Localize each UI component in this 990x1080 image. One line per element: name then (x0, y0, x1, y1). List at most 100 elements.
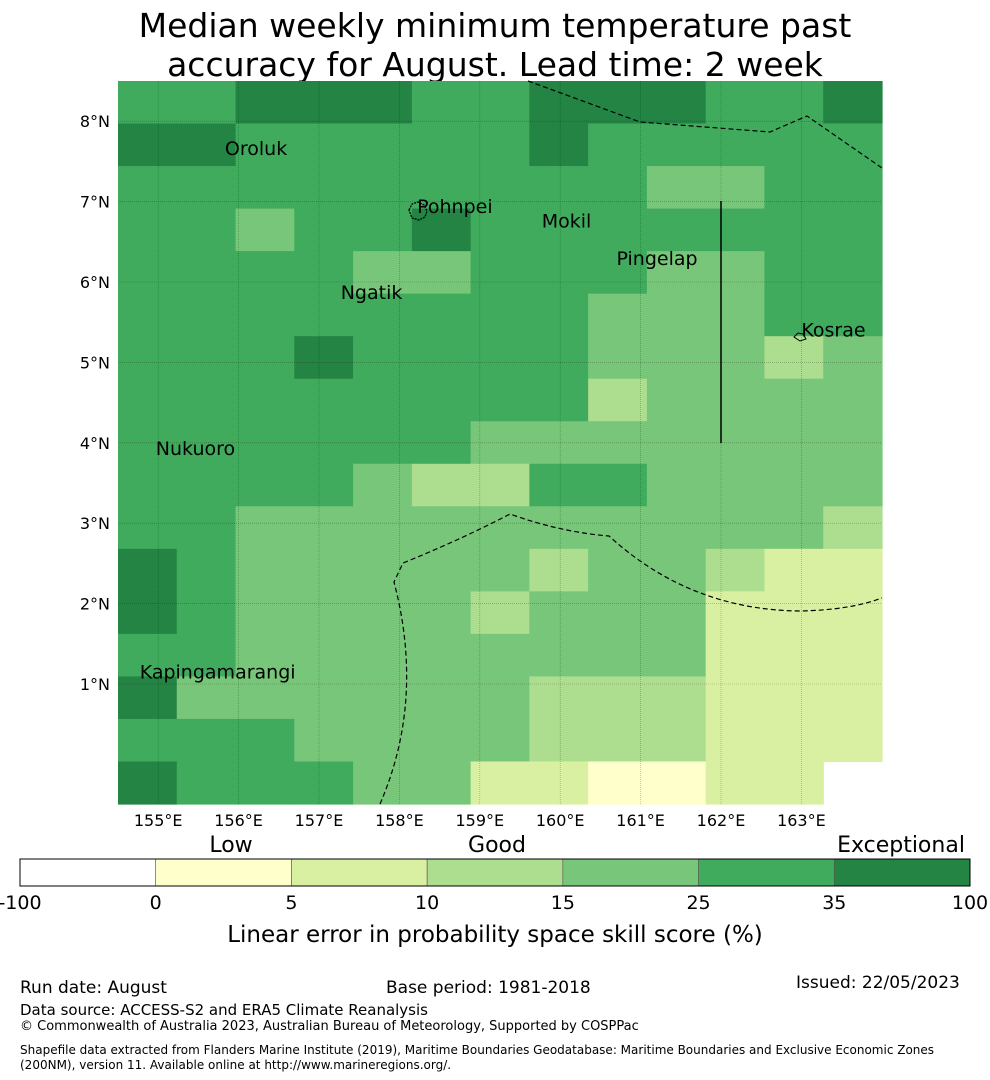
lat-tick-label: 7°N (80, 193, 110, 212)
grid-cell (705, 633, 766, 678)
grid-cell (588, 251, 648, 295)
grid-cell (588, 548, 648, 592)
grid-cell (588, 718, 648, 763)
grid-cell (470, 336, 530, 380)
grid-cell (176, 336, 237, 380)
eez-boundary-south (379, 513, 883, 805)
grid-cell (588, 336, 648, 380)
grid-cell (294, 548, 354, 592)
grid-cell (176, 421, 237, 465)
lon-tick-label: 163°E (777, 811, 826, 830)
grid-cell (294, 81, 354, 125)
grid-cell (176, 761, 237, 805)
grid-cell (118, 421, 178, 465)
grid-cell (764, 506, 824, 550)
grid-cell (294, 633, 354, 678)
grid-cell (588, 761, 648, 805)
grid-cell (411, 378, 472, 422)
place-label: Mokil (542, 210, 592, 232)
grid-cell (411, 761, 472, 805)
grid-cell (176, 633, 237, 678)
grid-cell (294, 166, 354, 210)
grid-cell (235, 166, 295, 210)
colorbar-tick-label: 5 (285, 892, 297, 914)
grid-cell (411, 506, 472, 550)
grid-cell (411, 591, 472, 635)
grid-cell (118, 591, 178, 635)
grid-cell (235, 506, 295, 550)
grid-cell (705, 676, 766, 720)
issued-date: Issued: 22/05/2023 (796, 973, 960, 993)
grid-cell (176, 548, 237, 592)
grid-cell (235, 591, 295, 635)
grid-cell (588, 633, 648, 678)
skill-map: Oroluk Pohnpei Mokil Pingelap Ngatik Kosrae Nu… (0, 80, 988, 948)
grid-cell (176, 676, 237, 720)
colorbar-axis-label: Linear error in probability space skill … (227, 922, 763, 948)
grid-cell (118, 166, 178, 210)
eez-boundary-north (527, 80, 883, 169)
grid-cell (529, 123, 589, 167)
grid-cell (294, 293, 354, 337)
title-line-2: accuracy for August. Lead time: 2 week (167, 45, 823, 84)
colorbar-segment (562, 858, 699, 887)
grid-cell (235, 293, 295, 337)
grid-cell (705, 123, 766, 167)
grid-cell (235, 81, 295, 125)
grid-cell (176, 718, 237, 763)
grid-cell (764, 718, 824, 763)
kosrae-island-outline (793, 332, 807, 342)
grid-cell (411, 208, 472, 252)
colorbar-tick-label: 0 (150, 892, 162, 914)
grid-cell (588, 208, 648, 252)
grid-cell (764, 633, 824, 678)
grid-cell (353, 421, 413, 465)
grid-cell (118, 378, 178, 422)
grid-cell (353, 378, 413, 422)
grid-cell (705, 81, 766, 125)
grid-cell (646, 293, 707, 337)
grid-cell (764, 421, 824, 465)
grid-cell (764, 676, 824, 720)
grid-cell (118, 81, 178, 125)
lon-tick-label: 159°E (455, 811, 504, 830)
grid-cell (353, 548, 413, 592)
grid-cell (470, 676, 530, 720)
grid-cell (529, 378, 589, 422)
colorbar-segment (291, 858, 428, 887)
grid-cell (294, 718, 354, 763)
lon-tick-label: 158°E (375, 811, 424, 830)
grid-cell (705, 421, 766, 465)
grid-cell (118, 293, 178, 337)
grid-cell (235, 761, 295, 805)
grid-cell (411, 251, 472, 295)
grid-cell (235, 718, 295, 763)
grid-cell (529, 81, 589, 125)
grid-cell (764, 251, 824, 295)
grid-cell (294, 123, 354, 167)
grid-cell (294, 251, 354, 295)
colorbar-tick-label: 100 (952, 892, 988, 914)
grid-cell (646, 718, 707, 763)
grid-cell (588, 421, 648, 465)
lat-tick-label: 4°N (80, 434, 110, 453)
grid-cell (529, 336, 589, 380)
longitude-labels: 155°E 156°E 157°E 158°E 159°E 160°E 161°E 162°E… (134, 811, 826, 830)
shapefile-credit-line-1: Shapefile data extracted from Flanders M… (20, 1043, 935, 1057)
grid-cell (176, 251, 237, 295)
grid-cell (294, 761, 354, 805)
grid-cell (118, 463, 178, 507)
grid-cell (294, 591, 354, 635)
lat-tick-label: 3°N (80, 514, 110, 533)
place-label: Nukuoro (156, 438, 235, 460)
grid-cell (823, 378, 883, 422)
grid-cell (823, 293, 883, 337)
grid-cell (764, 378, 824, 422)
grid-cell (353, 761, 413, 805)
grid-cell (646, 548, 707, 592)
data-source: Data source: ACCESS-S2 and ERA5 Climate … (20, 1001, 428, 1019)
base-period: Base period: 1981-2018 (386, 978, 591, 998)
grid-cell (529, 293, 589, 337)
grid-cell (353, 676, 413, 720)
grid-cell (235, 548, 295, 592)
